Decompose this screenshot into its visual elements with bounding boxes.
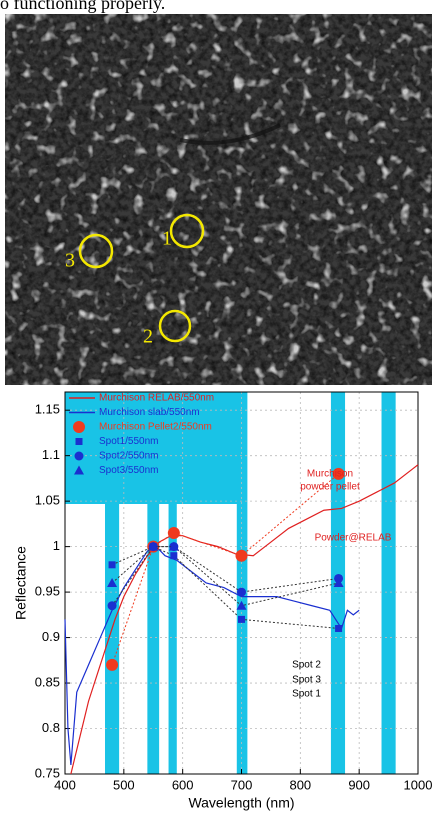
marker <box>236 600 247 610</box>
spot-circle <box>169 213 205 249</box>
marker <box>168 541 179 551</box>
marker <box>333 578 344 587</box>
y-tick-label: 0.9 <box>42 629 60 644</box>
filter-band <box>147 392 160 774</box>
x-tick-label: 700 <box>231 777 253 792</box>
marker <box>106 658 119 671</box>
marker <box>237 587 246 597</box>
x-tick-label: 900 <box>348 777 370 792</box>
filter-band <box>168 392 177 774</box>
y-tick-label: 1 <box>53 538 60 553</box>
legend-box <box>65 392 237 504</box>
x-tick-label: 400 <box>54 777 76 792</box>
y-tick-label: 1.1 <box>42 447 60 462</box>
y-tick-label: 0.75 <box>35 765 60 780</box>
marker <box>107 601 117 611</box>
marker <box>235 549 248 562</box>
marker <box>73 421 85 433</box>
marker <box>170 552 178 560</box>
x-tick-label: 1000 <box>404 777 433 792</box>
photo-speckles <box>5 14 432 385</box>
marker <box>74 465 84 475</box>
spot-circle <box>158 309 192 343</box>
legend-label: Murchison slab/550nm <box>99 407 200 418</box>
legend-label: Spot1/550nm <box>99 436 159 447</box>
marker <box>238 615 245 623</box>
spot-label: 3 <box>65 250 75 272</box>
y-tick-label: 1.15 <box>35 402 60 417</box>
y-tick-label: 0.95 <box>35 584 60 599</box>
y-tick-label: 1.05 <box>35 493 60 508</box>
spot-circle <box>78 233 114 269</box>
x-tick-label: 800 <box>289 777 311 792</box>
annotation: powder pellet <box>300 482 360 493</box>
annotation: Spot 2 <box>292 660 321 671</box>
marker <box>107 578 118 587</box>
crack <box>179 123 281 145</box>
y-tick-label: 0.85 <box>35 674 60 689</box>
spot-label: 2 <box>143 326 153 348</box>
spot-label: 1 <box>162 228 172 250</box>
filter-band <box>236 392 248 774</box>
chart: 400 500 600 700 800 900 1000 0.75 0.8 0.85 0.9 0.95… <box>13 391 433 811</box>
annotation: Murchison <box>307 469 353 480</box>
filter-band <box>381 392 396 774</box>
marker <box>167 526 180 539</box>
annotation: Spot 3 <box>292 675 321 686</box>
marker <box>148 541 159 551</box>
series-line <box>70 464 419 775</box>
marker <box>332 467 345 480</box>
marker <box>108 561 116 569</box>
x-axis-label: Wavelength (nm) <box>188 795 294 811</box>
legend-label: Murchison Pellet2/550nm <box>99 422 212 433</box>
y-axis-label: Reflectance <box>13 546 29 620</box>
series-line <box>111 546 339 607</box>
legend-label: Spot3/550nm <box>99 465 159 476</box>
annotation: Spot 1 <box>292 689 321 700</box>
marker <box>335 624 343 632</box>
series-line <box>64 545 360 765</box>
legend-label: Spot2/550nm <box>99 451 159 462</box>
marker <box>75 438 83 445</box>
x-tick-label: 500 <box>113 777 135 792</box>
legend-label: Murchison RELAB/550nm <box>99 393 214 404</box>
series-line <box>111 546 339 629</box>
plot-frame <box>64 391 419 775</box>
annotation: Powder@RELAB <box>315 533 392 544</box>
y-tick-label: 0.8 <box>42 720 60 735</box>
caption: o functioning properly. <box>0 0 166 13</box>
marker <box>74 451 84 461</box>
x-tick-label: 600 <box>172 777 194 792</box>
